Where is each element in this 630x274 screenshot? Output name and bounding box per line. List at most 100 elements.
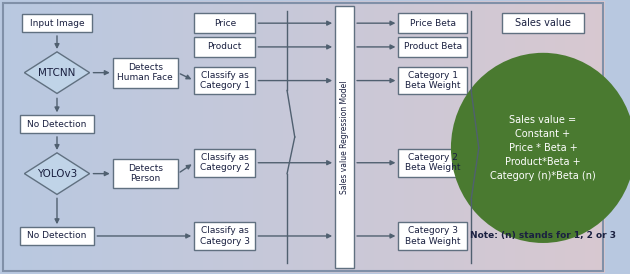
FancyBboxPatch shape — [502, 13, 584, 33]
Bar — [374, 1, 385, 273]
Bar — [565, 1, 576, 273]
FancyBboxPatch shape — [398, 67, 467, 95]
Text: Category 3
Beta Weight: Category 3 Beta Weight — [405, 226, 461, 246]
Bar — [92, 1, 103, 273]
Bar — [333, 1, 345, 273]
Text: Product Beta: Product Beta — [404, 42, 462, 52]
FancyBboxPatch shape — [398, 222, 467, 250]
Bar — [414, 1, 425, 273]
Text: Classify as
Category 1: Classify as Category 1 — [200, 71, 249, 90]
Bar — [102, 1, 113, 273]
Text: Input Image: Input Image — [30, 19, 84, 28]
FancyBboxPatch shape — [335, 6, 354, 268]
Bar — [585, 1, 596, 273]
Bar — [324, 1, 335, 273]
Bar — [163, 1, 173, 273]
Bar — [142, 1, 153, 273]
Bar — [495, 1, 506, 273]
FancyBboxPatch shape — [194, 37, 255, 57]
Bar — [575, 1, 586, 273]
Text: Price Beta: Price Beta — [410, 19, 455, 28]
Bar — [243, 1, 254, 273]
Text: Category 1
Beta Weight: Category 1 Beta Weight — [405, 71, 461, 90]
Bar — [424, 1, 435, 273]
FancyBboxPatch shape — [113, 58, 178, 87]
Bar — [213, 1, 224, 273]
Bar — [253, 1, 264, 273]
Bar — [515, 1, 526, 273]
Bar — [21, 1, 33, 273]
Bar — [434, 1, 445, 273]
FancyBboxPatch shape — [194, 67, 255, 95]
Text: MTCNN: MTCNN — [38, 68, 76, 78]
Bar — [223, 1, 234, 273]
Text: Detects
Human Face: Detects Human Face — [117, 63, 173, 82]
Bar — [545, 1, 556, 273]
FancyBboxPatch shape — [194, 149, 255, 177]
Bar — [404, 1, 415, 273]
Bar — [263, 1, 274, 273]
FancyBboxPatch shape — [113, 159, 178, 189]
FancyBboxPatch shape — [20, 227, 94, 245]
Bar — [11, 1, 23, 273]
Bar — [62, 1, 73, 273]
Bar — [464, 1, 476, 273]
Bar — [304, 1, 314, 273]
FancyBboxPatch shape — [194, 222, 255, 250]
FancyBboxPatch shape — [21, 14, 93, 32]
Bar — [1, 1, 13, 273]
Bar — [525, 1, 536, 273]
Bar — [384, 1, 395, 273]
Text: Sales value: Sales value — [515, 18, 571, 28]
FancyBboxPatch shape — [20, 115, 94, 133]
Bar — [474, 1, 486, 273]
Text: Product: Product — [207, 42, 242, 52]
Text: Price: Price — [214, 19, 236, 28]
Bar — [284, 1, 294, 273]
Bar — [173, 1, 183, 273]
Bar — [72, 1, 83, 273]
Bar — [132, 1, 143, 273]
FancyBboxPatch shape — [398, 149, 467, 177]
Bar — [535, 1, 546, 273]
Bar — [595, 1, 606, 273]
Bar — [314, 1, 324, 273]
Bar — [555, 1, 566, 273]
Bar — [394, 1, 405, 273]
Bar — [122, 1, 133, 273]
Bar — [193, 1, 203, 273]
Bar — [112, 1, 123, 273]
Bar — [82, 1, 93, 273]
Bar — [273, 1, 284, 273]
Bar — [294, 1, 304, 273]
FancyBboxPatch shape — [398, 13, 467, 33]
Bar — [505, 1, 516, 273]
Bar — [233, 1, 244, 273]
Text: Sales value =
Constant +
Price * Beta +
Product*Beta +
Category (n)*Beta (n): Sales value = Constant + Price * Beta + … — [490, 115, 596, 181]
Bar — [343, 1, 355, 273]
Text: YOLOv3: YOLOv3 — [37, 169, 77, 179]
FancyBboxPatch shape — [194, 13, 255, 33]
Bar — [484, 1, 496, 273]
Bar — [42, 1, 53, 273]
Bar — [444, 1, 455, 273]
Circle shape — [452, 54, 630, 242]
Text: No Detection: No Detection — [27, 232, 87, 241]
Polygon shape — [25, 153, 89, 195]
Text: Category 2
Beta Weight: Category 2 Beta Weight — [405, 153, 461, 172]
Text: Classify as
Category 2: Classify as Category 2 — [200, 153, 249, 172]
Bar — [364, 1, 375, 273]
Text: No Detection: No Detection — [27, 120, 87, 129]
Bar — [454, 1, 466, 273]
Bar — [32, 1, 43, 273]
Text: Note: (n) stands for 1, 2 or 3: Note: (n) stands for 1, 2 or 3 — [470, 232, 616, 241]
Text: Classify as
Category 3: Classify as Category 3 — [200, 226, 249, 246]
Text: Detects
Person: Detects Person — [128, 164, 163, 183]
Bar — [152, 1, 163, 273]
Bar — [183, 1, 193, 273]
Text: Sales value Regression Model: Sales value Regression Model — [340, 80, 349, 194]
Polygon shape — [25, 52, 89, 93]
FancyBboxPatch shape — [398, 37, 467, 57]
Bar — [52, 1, 63, 273]
Bar — [353, 1, 365, 273]
